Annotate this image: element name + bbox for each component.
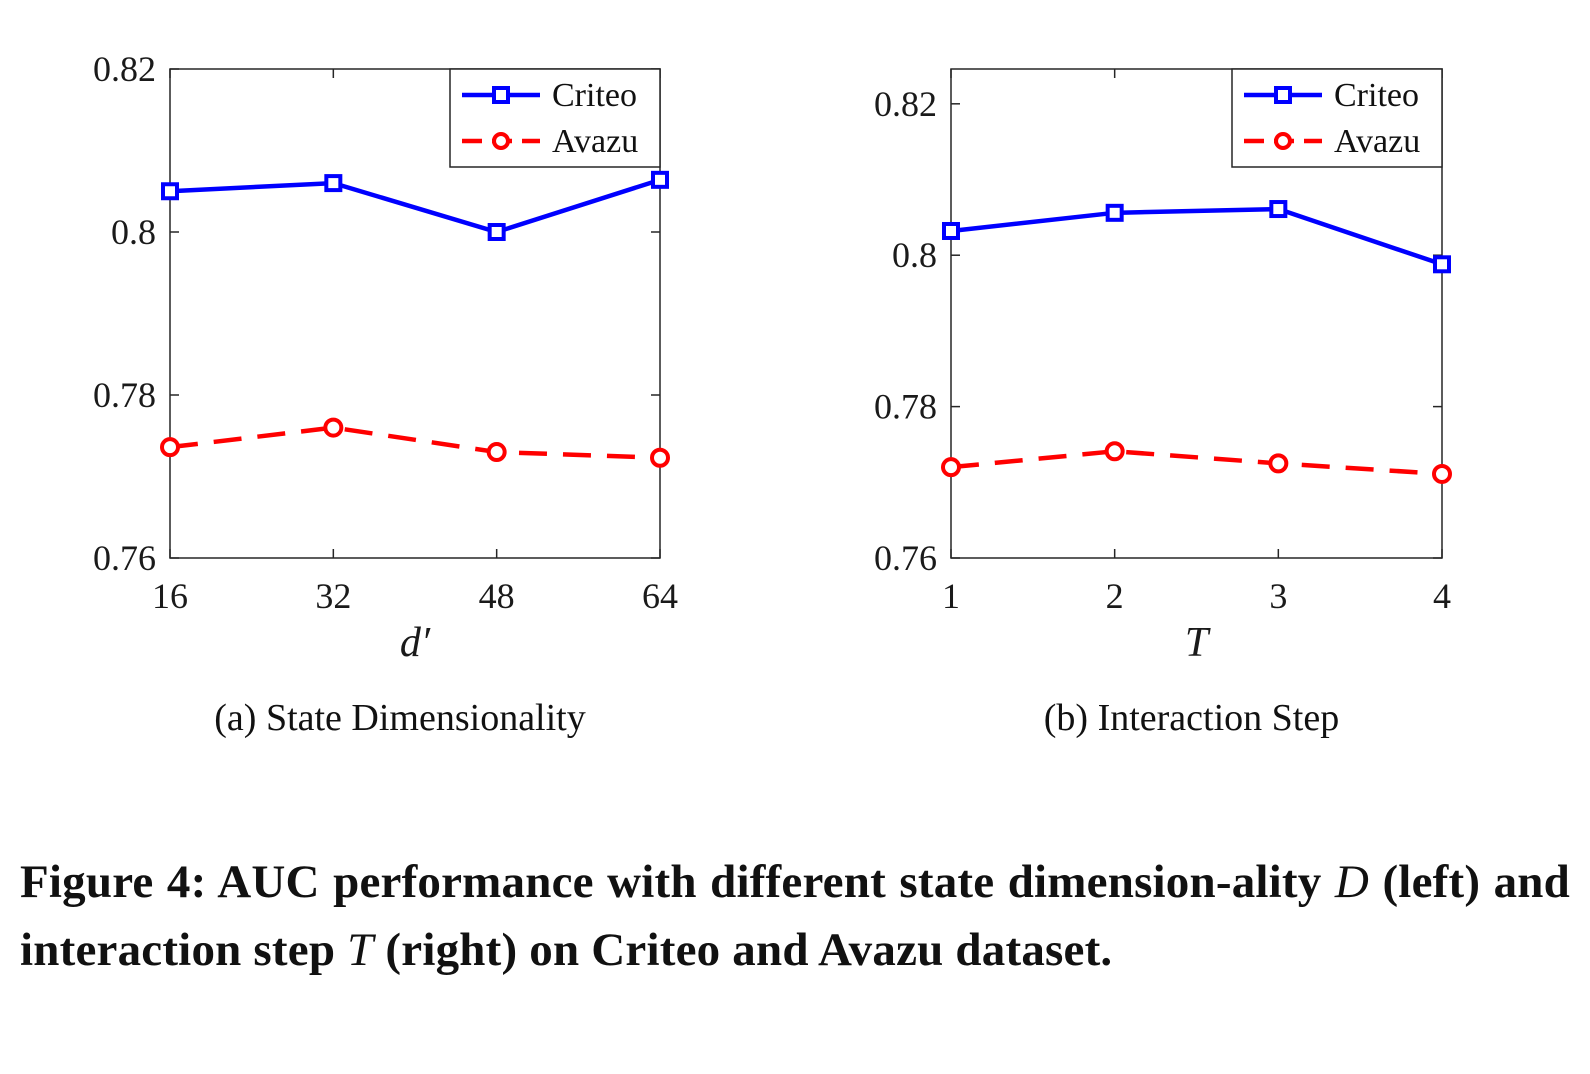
series-line-criteo	[169, 177, 661, 235]
plot-frame	[950, 68, 1443, 559]
data-point-avazu	[486, 442, 507, 463]
subcaption: (b) Interaction Step	[1044, 697, 1339, 739]
caption-var-t: T	[347, 924, 374, 976]
legend-marker-circle-icon	[1274, 132, 1292, 150]
legend-label-avazu: Avazu	[552, 123, 638, 160]
caption-mid: (left) and interaction step	[20, 856, 1570, 976]
y-tick-label: 0.76	[93, 538, 156, 578]
data-point-criteo	[161, 182, 179, 201]
series-line-avazu	[169, 425, 661, 461]
subcaption-text: State Dimensionality	[266, 697, 586, 739]
data-point-criteo	[942, 221, 960, 240]
chart-panel-interaction-step: 0.76 0.78 0.8 0.82 1 2 3 4 T Criteo Avazu (b) Inter…	[874, 68, 1452, 739]
data-point-avazu	[1104, 441, 1125, 462]
legend-label-criteo: Criteo	[1334, 77, 1419, 114]
plot-frame	[169, 68, 661, 559]
series-line-avazu	[950, 449, 1443, 477]
data-point-avazu	[1268, 453, 1289, 474]
y-tick-label: 0.8	[111, 212, 156, 252]
x-tick-label: 48	[479, 576, 515, 616]
data-point-criteo	[324, 174, 343, 193]
x-tick-label: 4	[1433, 576, 1451, 616]
data-point-criteo	[1433, 255, 1451, 274]
y-tick-label: 0.8	[892, 235, 937, 275]
chart-panel-state-dimensionality: 0.76 0.78 0.8 0.82 16 32 48 64 d′ Criteo Avazu (a) …	[93, 49, 678, 739]
subcaption-label: (a)	[214, 697, 266, 739]
y-tick-label: 0.82	[874, 84, 937, 124]
x-axis-label: T	[1185, 620, 1211, 666]
data-point-criteo	[1269, 200, 1288, 219]
y-tick-label: 0.78	[874, 387, 937, 427]
legend-marker-circle-icon	[492, 132, 510, 150]
legend-marker-square-icon	[492, 86, 510, 104]
caption-prefix: Figure 4: AUC performance with different…	[20, 856, 1335, 908]
x-axis-label: d′	[400, 620, 431, 666]
legend-label-criteo: Criteo	[552, 77, 637, 114]
data-point-avazu	[323, 417, 344, 438]
data-point-avazu	[1432, 463, 1452, 484]
x-tick-label: 3	[1269, 576, 1287, 616]
x-tick-label: 2	[1106, 576, 1124, 616]
data-point-avazu	[160, 437, 180, 458]
series-line-criteo	[950, 206, 1443, 267]
y-tick-label: 0.78	[93, 375, 156, 415]
subcaption: (a) State Dimensionality	[214, 697, 585, 739]
caption-var-d: D	[1334, 856, 1370, 908]
y-tick-label: 0.82	[93, 49, 156, 89]
subcaption-text: Interaction Step	[1098, 697, 1340, 739]
x-tick-label: 32	[315, 576, 351, 616]
x-tick-label: 1	[942, 576, 960, 616]
legend-box	[1231, 68, 1443, 168]
legend-box	[449, 68, 661, 168]
y-tick-label: 0.76	[874, 538, 937, 578]
x-tick-label: 16	[152, 576, 188, 616]
caption-suffix: (right) on Criteo and Avazu dataset.	[373, 924, 1113, 976]
legend-label-avazu: Avazu	[1334, 123, 1420, 160]
data-point-avazu	[650, 447, 670, 468]
data-point-criteo	[487, 223, 506, 241]
data-point-avazu	[941, 457, 961, 478]
data-point-criteo	[1105, 203, 1124, 222]
subcaption-label: (b)	[1044, 697, 1098, 739]
data-point-criteo	[651, 170, 669, 189]
legend-marker-square-icon	[1274, 86, 1292, 104]
x-tick-label: 64	[642, 576, 678, 616]
figure-caption: Figure 4: AUC performance with different…	[20, 848, 1570, 984]
